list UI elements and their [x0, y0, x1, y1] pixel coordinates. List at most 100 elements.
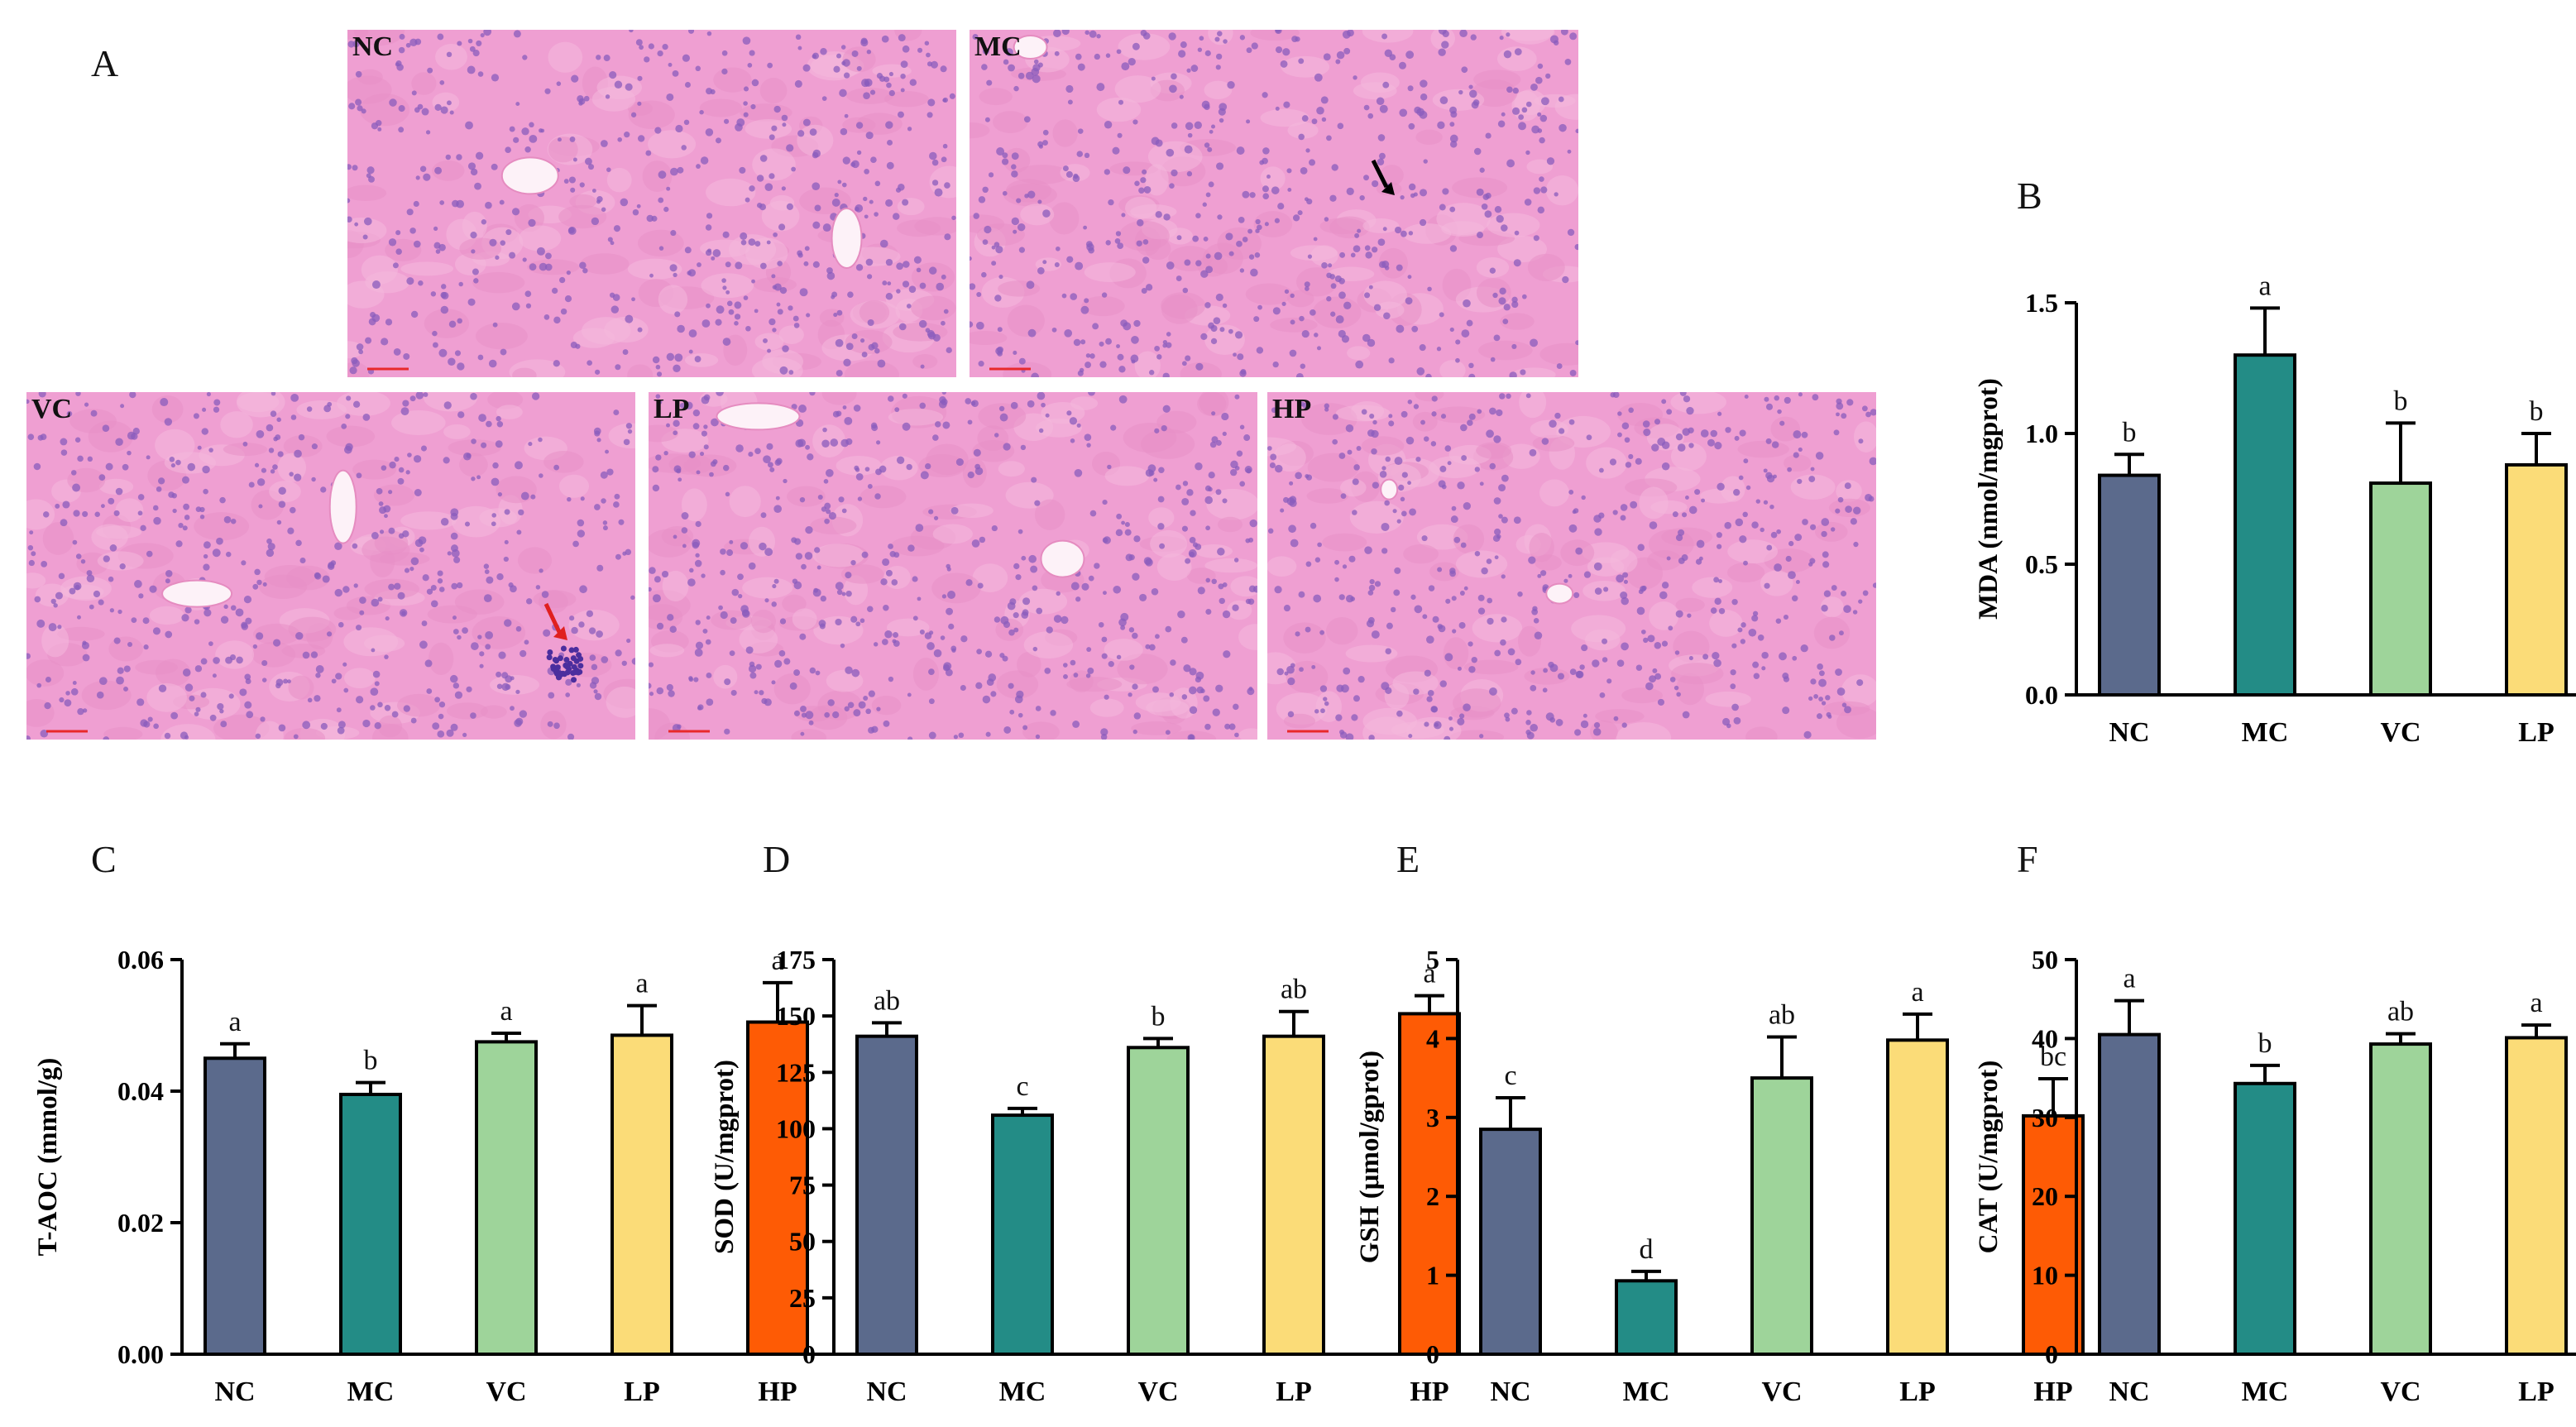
y-tick-label: 75	[789, 1171, 816, 1200]
y-tick-label: 0.06	[117, 945, 164, 974]
significance-letter: a	[228, 1007, 241, 1037]
y-tick-label: 100	[776, 1113, 816, 1143]
y-tick-label: 1	[1426, 1261, 1439, 1291]
micrograph-lp: LP	[649, 392, 1257, 740]
x-tick-label: NC	[214, 1377, 255, 1407]
bar-lp	[610, 1033, 673, 1357]
x-tick-label: LP	[2518, 1377, 2554, 1407]
x-tick-label: MC	[2242, 717, 2289, 748]
significance-letter: a	[2530, 988, 2542, 1018]
bar-vc	[1750, 1076, 1813, 1356]
x-tick-label: MC	[1623, 1377, 1670, 1407]
significance-letter: c	[1504, 1061, 1516, 1091]
significance-letter: ab	[2387, 997, 2414, 1027]
micrograph-mc: MC	[970, 30, 1578, 377]
bar-nc	[1479, 1128, 1542, 1356]
micrograph-label: VC	[31, 394, 73, 424]
x-tick-label: VC	[486, 1377, 526, 1407]
micrograph-label: MC	[974, 31, 1022, 62]
panel-letter-e: E	[1396, 838, 1420, 880]
y-tick-label: 1.0	[2025, 419, 2058, 448]
x-tick-label: VC	[1137, 1377, 1178, 1407]
y-tick-label: 0.5	[2025, 549, 2058, 579]
bar-lp	[2505, 462, 2568, 697]
bar-hp	[1398, 1012, 1461, 1356]
tissue-texture	[649, 392, 1257, 740]
micrograph-hp: HP	[1267, 392, 1876, 740]
significance-letter: a	[1911, 977, 1923, 1008]
x-tick-label: NC	[1490, 1377, 1530, 1407]
black-arrow-icon	[1371, 159, 1395, 195]
x-tick-label: NC	[2109, 717, 2149, 748]
tissue-texture	[26, 392, 635, 740]
x-tick-label: VC	[2380, 717, 2420, 748]
y-tick-label: 0.02	[117, 1208, 164, 1238]
significance-letter: a	[635, 969, 648, 999]
bar-mc	[991, 1113, 1054, 1357]
y-axis-label: MDA (nmol/mgprot)	[1974, 378, 2004, 620]
y-tick-label: 50	[789, 1227, 816, 1257]
x-tick-label: LP	[1899, 1377, 1935, 1407]
panel-letter-d: D	[763, 838, 791, 880]
significance-letter: a	[2123, 964, 2135, 994]
bar-lp	[2505, 1036, 2568, 1357]
tissue-texture	[970, 30, 1578, 377]
tissue-texture	[347, 30, 956, 377]
bar-nc	[203, 1056, 266, 1356]
y-tick-label: 3	[1426, 1103, 1439, 1133]
bar-lp	[1886, 1038, 1949, 1356]
significance-letter: ab	[1281, 974, 1307, 1005]
micrograph-nc: NC	[347, 30, 956, 377]
bar-nc	[2098, 473, 2161, 697]
bar-vc	[1127, 1046, 1190, 1356]
y-tick-label: 0.00	[117, 1339, 164, 1369]
micrograph-vc: VC	[26, 392, 635, 740]
bar-vc	[2369, 1042, 2432, 1356]
significance-letter: b	[2258, 1028, 2272, 1059]
significance-letter: b	[2530, 396, 2544, 427]
red-arrow-icon	[543, 602, 567, 640]
y-tick-label: 1.5	[2025, 288, 2058, 318]
bar-hp	[2022, 1113, 2085, 1356]
y-tick-label: 30	[2032, 1103, 2058, 1133]
bar-mc	[339, 1092, 402, 1356]
x-tick-label: MC	[2242, 1377, 2289, 1407]
y-tick-label: 10	[2032, 1261, 2058, 1291]
x-tick-label: LP	[1276, 1377, 1311, 1407]
y-tick-label: 0.04	[117, 1076, 164, 1106]
y-axis-label: GSH (μmol/gprot)	[1355, 1051, 1385, 1263]
bar-nc	[855, 1034, 918, 1357]
y-tick-label: 125	[776, 1057, 816, 1087]
significance-letter: a	[500, 996, 512, 1027]
panel-letter-b: B	[2017, 175, 2042, 217]
panel-letter-c: C	[91, 838, 117, 880]
significance-letter: a	[1423, 959, 1435, 989]
x-tick-label: MC	[999, 1377, 1046, 1407]
tissue-texture	[1267, 392, 1876, 740]
significance-letter: d	[1640, 1234, 1654, 1265]
y-tick-label: 0	[802, 1339, 816, 1369]
x-tick-label: NC	[2109, 1377, 2149, 1407]
significance-letter: b	[1152, 1001, 1166, 1032]
y-tick-label: 25	[789, 1283, 816, 1313]
bar-vc	[475, 1040, 538, 1356]
bar-vc	[2369, 481, 2432, 697]
x-tick-label: VC	[2380, 1377, 2420, 1407]
y-tick-label: 50	[2032, 945, 2058, 974]
micrograph-label: HP	[1272, 394, 1312, 424]
x-tick-label: NC	[866, 1377, 907, 1407]
bar-mc	[1615, 1279, 1678, 1356]
bar-mc	[2234, 1081, 2296, 1356]
y-tick-label: 150	[776, 1001, 816, 1031]
x-tick-label: HP	[1410, 1377, 1448, 1407]
y-axis-label: T-AOC (mmol/g)	[33, 1058, 63, 1257]
x-tick-label: VC	[1761, 1377, 1802, 1407]
y-axis-label: CAT (U/mgprot)	[1974, 1061, 2004, 1254]
significance-letter: b	[2123, 417, 2137, 448]
bar-nc	[2098, 1032, 2161, 1356]
x-tick-label: MC	[347, 1377, 395, 1407]
chart-e: 0 1 2 3 4 5 GSH (μmol/gprot) c NC d MC ab VC a LP bc HP	[1355, 945, 2103, 1407]
